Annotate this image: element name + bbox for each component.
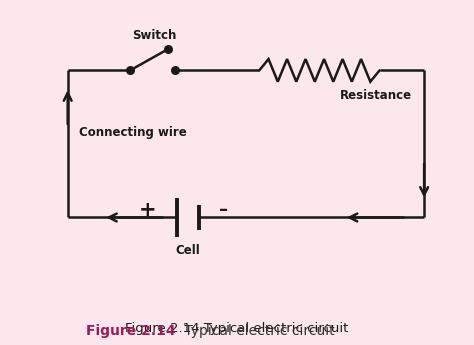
Text: Figure 2.14: Figure 2.14 bbox=[86, 324, 175, 338]
Text: Figure 2.14 Typical electric circuit: Figure 2.14 Typical electric circuit bbox=[125, 322, 349, 335]
Text: Connecting wire: Connecting wire bbox=[79, 126, 187, 139]
Text: Switch: Switch bbox=[132, 29, 177, 42]
Text: Typical electric circuit: Typical electric circuit bbox=[180, 324, 335, 338]
Text: Cell: Cell bbox=[175, 244, 201, 257]
Text: +: + bbox=[139, 200, 157, 220]
Text: Resistance: Resistance bbox=[339, 89, 411, 102]
Text: –: – bbox=[219, 201, 228, 219]
